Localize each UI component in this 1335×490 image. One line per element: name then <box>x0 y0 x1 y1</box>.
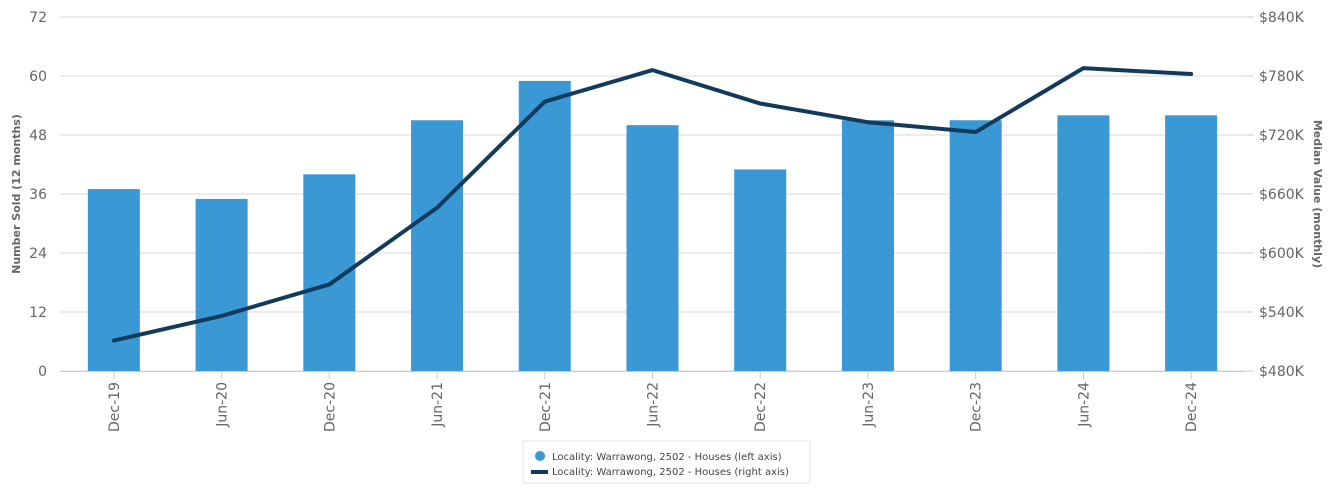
right-axis-title: Median Value (monthly) <box>1311 120 1324 268</box>
right-tick-label: $600K <box>1259 246 1305 262</box>
x-tick-label: Jun-23 <box>861 382 877 428</box>
legend: Locality: Warrawong, 2502 - Houses (left… <box>522 440 811 484</box>
line-point <box>974 130 978 134</box>
right-tick-label: $540K <box>1259 305 1305 321</box>
x-tick-label: Jun-24 <box>1076 382 1092 428</box>
left-tick-label: 12 <box>29 305 47 321</box>
x-tick-label: Jun-20 <box>215 382 231 428</box>
bar <box>1165 115 1218 371</box>
bar <box>949 120 1002 371</box>
x-tick-label: Dec-19 <box>107 382 123 432</box>
left-tick-label: 48 <box>29 128 47 144</box>
x-tick-label: Dec-22 <box>753 382 769 432</box>
right-tick-label: $480K <box>1259 364 1305 380</box>
legend-box <box>522 440 811 484</box>
bar <box>195 198 248 371</box>
line-point <box>758 102 762 106</box>
left-axis-title: Number Sold (12 months) <box>10 114 23 274</box>
line-point <box>543 100 547 104</box>
bar <box>841 120 894 371</box>
x-tick-label: Dec-21 <box>538 382 554 432</box>
x-tick-label: Dec-23 <box>969 382 985 432</box>
line-point <box>327 282 331 286</box>
x-tick-label: Dec-20 <box>322 382 338 432</box>
bar-series <box>87 80 1218 372</box>
left-tick-label: 72 <box>29 10 47 26</box>
bar <box>734 169 787 371</box>
line-series <box>111 66 1194 343</box>
bar <box>411 120 464 371</box>
right-tick-label: $780K <box>1259 69 1305 85</box>
x-tick-label: Jun-21 <box>430 382 446 428</box>
bar <box>626 125 679 372</box>
left-tick-label: 24 <box>29 246 47 262</box>
left-tick-label: 60 <box>29 69 47 85</box>
x-axis: Dec-19 Jun-20 Dec-20 Jun-21 Dec-21 Jun-22 Dec-… <box>60 371 1245 432</box>
right-tick-label: $720K <box>1259 128 1305 144</box>
left-axis: 0 12 24 36 48 60 72 <box>29 10 47 380</box>
right-axis: $480K $540K $600K $660K $720K $780K $840K <box>1245 10 1305 380</box>
x-tick-label: Jun-22 <box>646 382 662 428</box>
line-point <box>866 120 870 124</box>
legend-line-label: Locality: Warrawong, 2502 - Houses (righ… <box>552 467 789 478</box>
x-tick-label: Dec-24 <box>1184 382 1200 432</box>
bar <box>1057 115 1110 371</box>
line-point <box>1081 66 1085 70</box>
right-tick-label: $660K <box>1259 187 1305 203</box>
bar <box>518 80 571 372</box>
legend-bar-label: Locality: Warrawong, 2502 - Houses (left… <box>552 452 782 463</box>
left-tick-label: 36 <box>29 187 47 203</box>
line-point <box>651 68 654 72</box>
right-tick-label: $840K <box>1259 10 1305 26</box>
bar <box>87 189 140 371</box>
line-point <box>435 206 439 210</box>
line-point <box>1189 72 1193 76</box>
left-tick-label: 0 <box>38 364 47 380</box>
legend-bar-marker <box>535 451 545 461</box>
line-point <box>112 339 116 343</box>
legend-line-marker <box>531 470 548 474</box>
line-point <box>220 314 224 318</box>
